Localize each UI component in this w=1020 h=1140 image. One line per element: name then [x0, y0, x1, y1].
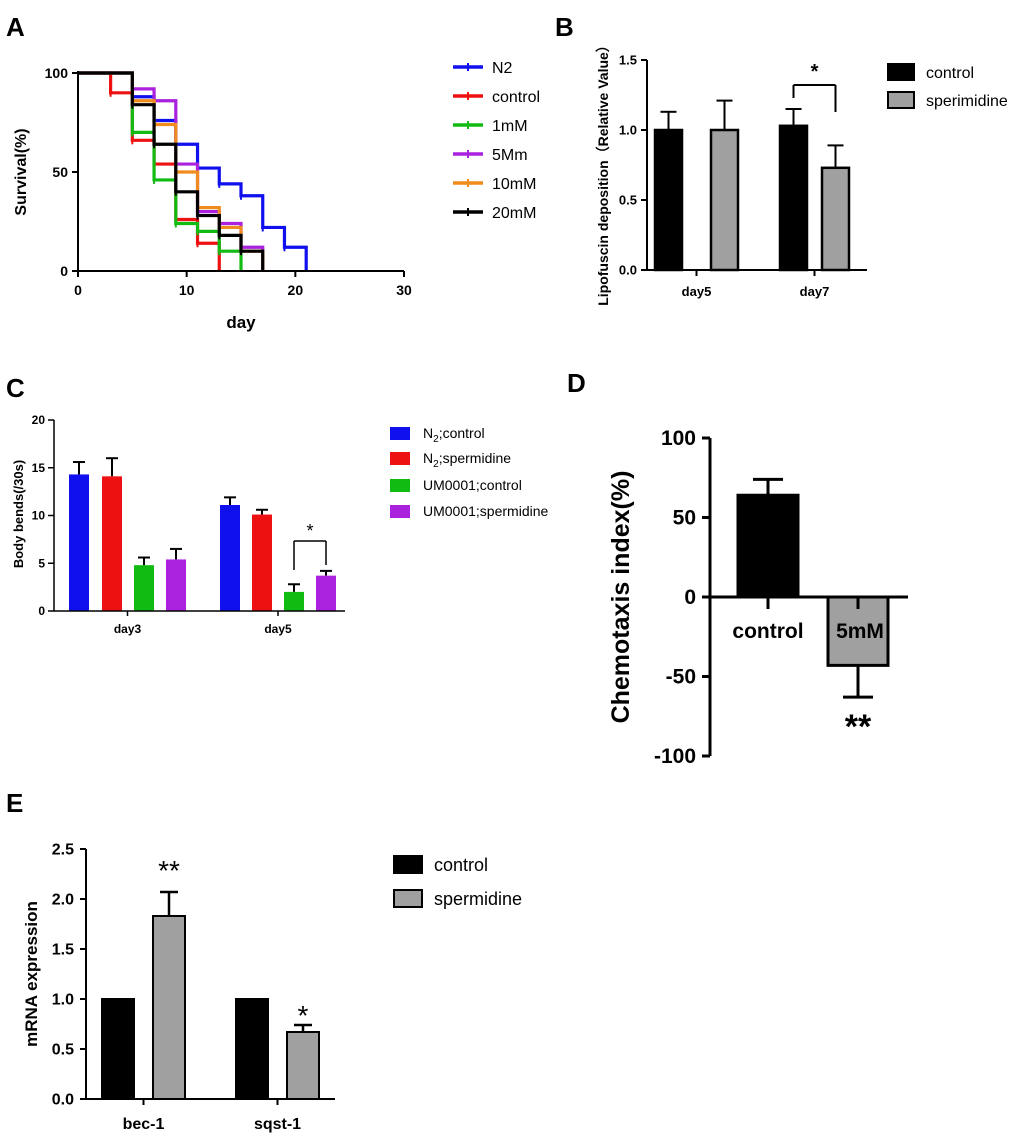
- panel-e-sig-star-sqst1: *: [298, 1000, 309, 1031]
- panel-a-series-line-5: [78, 71, 265, 271]
- panel-d-y-tick-label-0: -100: [654, 745, 696, 768]
- legend-swatch-um0001-control: [390, 479, 410, 492]
- legend-label-n2-spermidine: N2;spermidine: [423, 450, 511, 470]
- panel-d-y-tick-label-4: 100: [661, 427, 696, 450]
- panel-letter-E: E: [6, 788, 23, 818]
- panel-b-y-tick-label-0: 0.0: [619, 263, 637, 278]
- panel-c-bar-1-1: [252, 514, 272, 611]
- panel-a-y-tick-label-1: 50: [52, 164, 68, 180]
- panel-a-y-tick-label-0: 0: [60, 263, 68, 279]
- panel-d-x-tick-label-0: control: [732, 620, 803, 643]
- legend-swatch-n2-control: [390, 427, 410, 440]
- panel-b-x-tick-label-0: day5: [682, 284, 712, 299]
- panel-c-bar-3-1: [316, 575, 336, 611]
- legend-swatch-um0001-spermidine: [390, 505, 410, 518]
- panel-b-bar-0-1: [778, 124, 809, 272]
- panel-a-xlabel: day: [226, 313, 256, 332]
- panel-a-series-line-4: [78, 71, 265, 271]
- panel-a-series-line-3: [78, 71, 265, 271]
- panel-a-ylabel: Survival(%): [13, 128, 30, 215]
- panel-letter-D: D: [567, 368, 586, 398]
- panel-a-legend-label-2: 1mM: [492, 118, 528, 135]
- panel-c-y-tick-label-4: 20: [32, 413, 46, 427]
- panel-b-y-tick-label-3: 1.5: [619, 53, 637, 68]
- panel-c-sig-star: *: [306, 521, 313, 541]
- panel-d-y-tick-label-3: 50: [673, 507, 696, 530]
- panel-d-ylabel: Chemotaxis index(%): [607, 471, 635, 724]
- panel-a-legend-label-0: N2: [492, 60, 513, 77]
- panel-e-y-tick-label-3: 1.5: [52, 942, 74, 959]
- panel-c-y-tick-label-0: 0: [38, 604, 45, 618]
- panel-a-x-tick-label-0: 0: [74, 282, 82, 298]
- legend-swatch-n2-spermidine: [390, 452, 410, 465]
- panel-a-legend-label-4: 10mM: [492, 176, 536, 193]
- panel-c-legend: N2;control N2;spermidine UM0001;control …: [390, 425, 548, 519]
- panel-a-legend-label-3: 5Mm: [492, 147, 528, 164]
- panel-e-sig-stars-bec1: **: [158, 855, 180, 886]
- panel-c-bar-0-1: [220, 504, 240, 611]
- panel-c-x-tick-label-1: day5: [264, 622, 292, 636]
- panel-d-x-tick-label-1: 5mM: [836, 620, 884, 643]
- panel-c-bar-3-0: [166, 559, 186, 611]
- panel-c-y-tick-label-1: 5: [38, 556, 45, 570]
- panel-e-y-tick-label-1: 0.5: [52, 1042, 74, 1059]
- panel-e-x-tick-label-0: bec-1: [123, 1116, 165, 1133]
- panel-letter-B: B: [555, 12, 574, 42]
- legend-label-um0001-spermidine: UM0001;spermidine: [423, 503, 548, 519]
- panel-c-y-tick-label-3: 15: [32, 461, 46, 475]
- panel-b-ylabel: Lipofuscin deposition（Relative Value）: [595, 38, 611, 306]
- panel-b-legend-label-1: sperimidine: [926, 93, 1008, 110]
- panel-e-bar-1-0: [152, 915, 186, 1100]
- panel-e-y-tick-label-5: 2.5: [52, 842, 74, 859]
- panel-e-y-tick-label-4: 2.0: [52, 892, 74, 909]
- panel-e-ylabel: mRNA expression: [22, 901, 41, 1047]
- panel-e-bar-0-1: [235, 998, 269, 1100]
- panel-e-x-tick-label-1: sqst-1: [254, 1116, 301, 1133]
- panel-a-legend-label-5: 20mM: [492, 205, 536, 222]
- legend-label-n2-control: N2;control: [423, 425, 485, 445]
- panel-b-bar-1-1: [820, 166, 851, 272]
- panel-c-x-tick-label-0: day3: [114, 622, 142, 636]
- panel-c-y-tick-label-2: 10: [32, 509, 46, 523]
- panel-a-legend-label-1: control: [492, 89, 540, 106]
- panel-b-legend-swatch-0: [887, 63, 915, 81]
- panel-e-legend-swatch-0: [393, 855, 423, 874]
- panel-c-bar-2-0: [134, 565, 154, 611]
- panel-c-bar-2-1: [284, 591, 304, 611]
- panel-b-legend-label-0: control: [926, 65, 974, 82]
- panel-e-y-tick-label-2: 1.0: [52, 992, 74, 1009]
- panel-c-bar-1-0: [102, 476, 122, 611]
- panel-e-bar-1-1: [286, 1031, 320, 1100]
- panel-b-sig-star: *: [811, 61, 819, 83]
- panel-letter-A: A: [6, 12, 25, 42]
- panel-letter-C: C: [6, 373, 25, 403]
- panel-c-bar-0-0: [69, 474, 89, 611]
- panel-b-bar-0-0: [653, 128, 684, 272]
- panel-b-y-tick-label-2: 1.0: [619, 123, 637, 138]
- panel-a-series-line-2: [78, 71, 243, 271]
- panel-b-bar-1-0: [709, 128, 740, 272]
- panel-d-bar-0: [736, 493, 800, 599]
- panel-a-x-tick-label-3: 30: [396, 282, 412, 298]
- panel-b-y-tick-label-1: 0.5: [619, 193, 637, 208]
- panel-d-sig-stars: **: [845, 708, 872, 746]
- panel-d-y-tick-label-2: 0: [684, 586, 696, 609]
- panel-a-x-tick-label-2: 20: [288, 282, 304, 298]
- panel-e-legend-swatch-1: [393, 889, 423, 908]
- panel-a-y-tick-label-2: 100: [45, 65, 69, 81]
- panel-e-bar-0-0: [101, 998, 135, 1100]
- panel-c-ylabel: Body bends(/30s): [11, 460, 26, 568]
- panel-a-x-tick-label-1: 10: [179, 282, 195, 298]
- panel-e-legend-label-0: control: [434, 855, 488, 875]
- panel-b-x-tick-label-1: day7: [800, 284, 830, 299]
- panel-e-legend-label-1: spermidine: [434, 889, 522, 909]
- panel-b-legend-swatch-1: [887, 91, 915, 109]
- panel-d-y-tick-label-1: -50: [666, 666, 696, 689]
- panel-e-y-tick-label-0: 0.0: [52, 1092, 74, 1109]
- legend-label-um0001-control: UM0001;control: [423, 477, 522, 493]
